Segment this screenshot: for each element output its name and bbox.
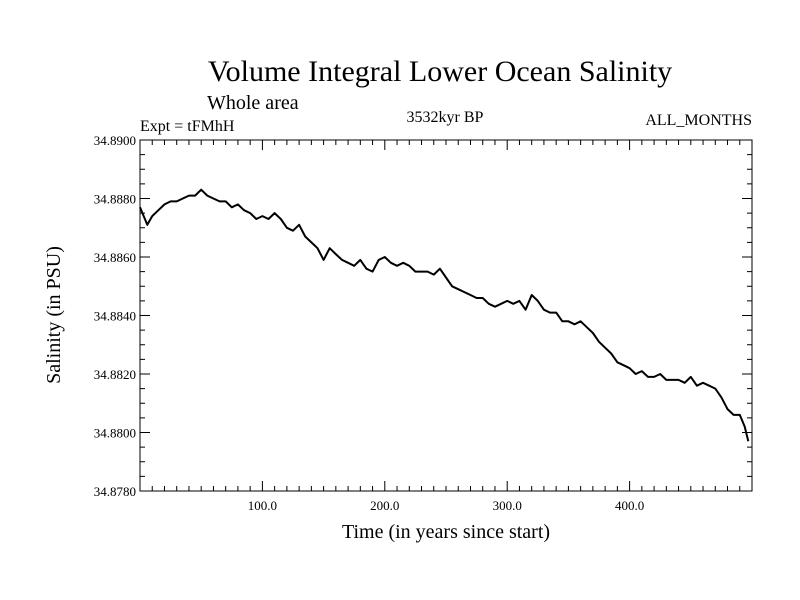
y-tick-label: 34.8840: [94, 309, 136, 324]
months-label: ALL_MONTHS: [645, 112, 752, 129]
x-axis-label: Time (in years since start): [342, 521, 550, 543]
chart-subtitle: Whole area: [207, 92, 299, 114]
x-tick-label: 300.0: [493, 498, 522, 513]
chart-title: Volume Integral Lower Ocean Salinity: [208, 55, 672, 88]
y-tick-label: 34.8800: [94, 426, 136, 441]
y-tick-label: 34.8860: [94, 250, 136, 265]
experiment-label: Expt = tFMhH: [140, 118, 235, 135]
x-axis-ticks: [151, 140, 741, 491]
y-tick-label: 34.8880: [94, 192, 136, 207]
y-tick-label: 34.8900: [94, 133, 136, 148]
period-label: 3532kyr BP: [407, 109, 484, 126]
x-tick-label: 100.0: [248, 498, 277, 513]
x-tick-label: 200.0: [370, 498, 399, 513]
y-axis-label: Salinity (in PSU): [43, 246, 65, 384]
plot-frame: [139, 139, 753, 492]
x-tick-label: 400.0: [615, 498, 644, 513]
y-axis-ticks: [140, 139, 752, 492]
y-tick-label: 34.8780: [94, 484, 136, 499]
salinity-series-line: [139, 188, 750, 442]
y-axis-tick-labels: 34.8780 34.8800 34.8820 34.8840 34.8860 34.88…: [94, 133, 136, 499]
y-tick-label: 34.8820: [94, 367, 136, 382]
x-axis-tick-labels: 100.0 200.0 300.0 400.0: [248, 498, 644, 513]
